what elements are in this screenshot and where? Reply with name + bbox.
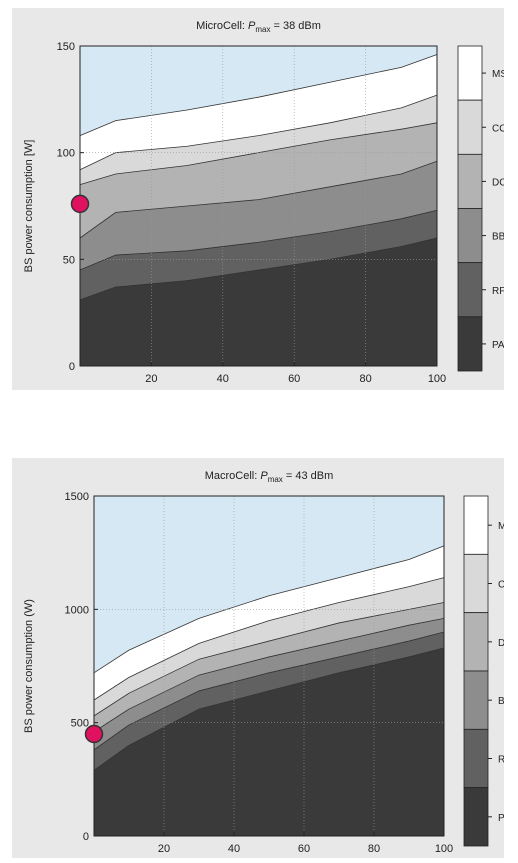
area-pa [80,238,437,366]
legend-label-ms: MS [498,521,504,532]
legend-swatch-dc [457,153,483,209]
x-tick-label: 100 [435,843,453,855]
series-line-dc [79,122,438,186]
series-line-rf [93,631,445,751]
legend-label-dc: DC [492,177,504,188]
series-line-pa [93,647,445,771]
legend-swatch-pa [457,316,483,372]
plot-frame [93,495,445,837]
y-tick-label: 1500 [65,491,89,503]
chart-title: MicroCell: Pmax = 38 dBm [196,20,321,34]
x-tick-label: 60 [288,373,300,385]
y-tick-label: 0 [83,831,89,843]
x-tick-label: 20 [145,373,157,385]
y-tick-label: 0 [69,361,75,373]
x-tick-label: 20 [158,843,170,855]
legend-label-ms: MS [492,69,504,80]
legend-label-pa: PA [498,813,504,824]
legend-swatch-bb [463,670,489,730]
area-pa [94,647,444,836]
x-tick-label: 40 [217,373,229,385]
legend-swatch-ms [463,495,489,555]
macrocell-chart-panel: MacroCell: Pmax = 43 dBm 20 40 60 80 100 0 500 1… [12,458,504,858]
legend-swatch-ms [457,45,483,101]
legend-swatch-rf [457,262,483,318]
chart-title: MacroCell: Pmax = 43 dBm [205,470,334,484]
y-tick-label: 50 [63,254,75,266]
legend-label-pa: PA [492,340,504,351]
x-tick-label: 80 [359,373,371,385]
legend-label-rf: RF [498,755,504,766]
series-line-ms [79,54,438,136]
legend-swatch-co [463,553,489,614]
legend-label-bb: BB [498,696,504,707]
y-tick-label: 500 [71,718,89,730]
x-tick-label: 60 [298,843,310,855]
x-tick-label: 80 [368,843,380,855]
legend-swatch-bb [457,208,483,264]
legend-label-dc: DC [498,638,504,649]
legend-label-rf: RF [492,286,504,297]
series-line-bb [79,160,438,239]
series-line-bb [93,618,445,733]
y-tick-label: 150 [57,41,75,53]
highlight-marker [84,724,104,744]
legend-swatch-co [457,99,483,155]
series-line-co [93,577,445,701]
x-tick-label: 40 [228,843,240,855]
y-axis-label: BS power consumption [W] [23,140,35,273]
legend-label-co: CO [492,123,504,134]
series-line-rf [79,209,438,271]
microcell-chart: MicroCell: Pmax = 38 dBm 20 40 60 80 100 0 50 10… [23,20,504,385]
legend-swatch-pa [463,787,489,847]
y-tick-label: 1000 [65,604,89,616]
legend-swatch-rf [463,728,489,789]
highlight-marker [70,194,90,214]
x-tick-label: 100 [428,373,446,385]
series-line-ms [93,545,445,674]
series-line-pa [79,237,438,301]
legend-label-bb: BB [492,232,504,243]
legend-swatch-dc [463,612,489,672]
microcell-chart-panel: MicroCell: Pmax = 38 dBm 20 40 60 80 100 0 50 10… [12,8,504,390]
y-axis-label: BS power consumption (W) [23,599,35,733]
legend-label-co: CO [498,580,504,591]
y-tick-label: 100 [57,148,75,160]
series-line-co [79,94,438,171]
